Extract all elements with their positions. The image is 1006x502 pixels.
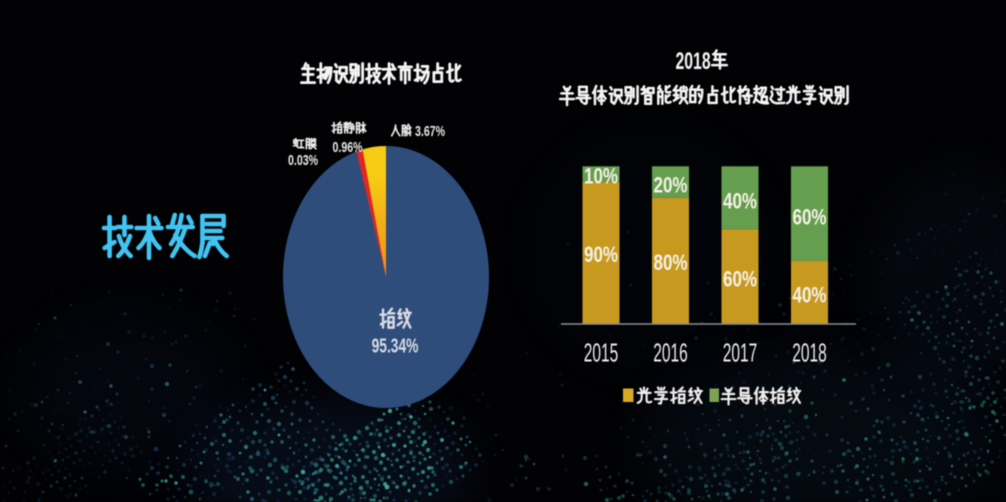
svg-text:95.34%: 95.34% xyxy=(372,334,419,357)
svg-text:40%: 40% xyxy=(792,283,826,308)
svg-text:80%: 80% xyxy=(653,251,687,276)
svg-text:3.67%: 3.67% xyxy=(415,123,445,139)
svg-text:10%: 10% xyxy=(584,164,618,189)
svg-text:2016: 2016 xyxy=(653,340,687,368)
svg-text:2018: 2018 xyxy=(792,340,826,368)
svg-text:2018: 2018 xyxy=(676,48,711,75)
svg-text:0.96%: 0.96% xyxy=(332,139,362,155)
svg-text:60%: 60% xyxy=(723,267,757,292)
svg-text:2015: 2015 xyxy=(584,340,618,368)
svg-text:90%: 90% xyxy=(584,243,618,268)
svg-text:40%: 40% xyxy=(723,189,757,214)
svg-text:60%: 60% xyxy=(792,205,826,230)
svg-text:0.03%: 0.03% xyxy=(288,152,318,168)
svg-text:2017: 2017 xyxy=(723,340,757,368)
svg-text:20%: 20% xyxy=(653,173,687,198)
